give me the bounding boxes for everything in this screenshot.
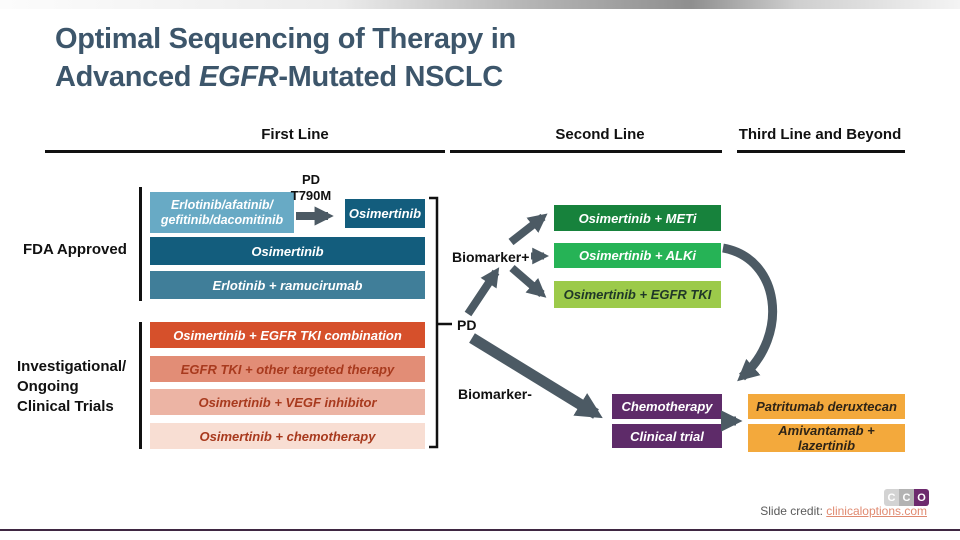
- column-header-third-line: Third Line and Beyond: [738, 126, 902, 143]
- investigational-line2: Ongoing: [17, 378, 79, 395]
- title-line2-suffix: -Mutated NSCLC: [278, 61, 503, 93]
- slide-credit: Slide credit: clinicaloptions.com: [760, 504, 927, 518]
- fda-section-bar: [139, 187, 142, 301]
- logo-letter-c2: C: [899, 489, 914, 506]
- box-osimertinib-after-pd: Osimertinib: [345, 199, 425, 228]
- investigational-line1: Investigational/: [17, 358, 127, 375]
- box-osimertinib: Osimertinib: [150, 237, 425, 265]
- title-line1: Optimal Sequencing of Therapy in: [55, 23, 516, 55]
- box-chemotherapy: Chemotherapy: [612, 394, 722, 419]
- clinicaloptions-link[interactable]: clinicaloptions.com: [826, 504, 927, 518]
- box-clinical-trial: Clinical trial: [612, 424, 722, 448]
- pd-label: PD: [301, 172, 321, 187]
- logo-letter-o: O: [914, 489, 929, 506]
- biomarker-negative-label: Biomarker-: [458, 386, 532, 402]
- box-osimertinib-chemotherapy: Osimertinib + chemotherapy: [150, 423, 425, 449]
- box-patritumab-deruxtecan: Patritumab deruxtecan: [748, 394, 905, 419]
- title-line2-prefix: Advanced: [55, 61, 199, 93]
- t790m-label: T790M: [290, 188, 332, 203]
- first-line-underline: [45, 150, 445, 153]
- arrow-curved-alki-to-third-line: [722, 243, 777, 382]
- box-amivantamab-lazertinib: Amivantamab + lazertinib: [748, 423, 905, 453]
- arrow-to-osimertinib-egfr-tki: [509, 264, 547, 298]
- column-header-second-line: Second Line: [555, 126, 645, 143]
- title-gene-egfr: EGFR: [198, 61, 279, 93]
- box-egfr-tki-other-targeted-therapy: EGFR TKI + other targeted therapy: [150, 356, 425, 382]
- first-line-bracket: [429, 196, 439, 449]
- box-osimertinib-egfr-tki: Osimertinib + EGFR TKI: [554, 281, 721, 308]
- section-label-investigational: Investigational/ Ongoing Clinical Trials: [17, 357, 126, 417]
- top-gradient-bar: [0, 0, 960, 9]
- column-header-first-line: First Line: [261, 126, 329, 143]
- arrow-pd-to-biomarker-negative: [469, 333, 603, 419]
- investigational-line3: Clinical Trials: [17, 398, 114, 415]
- third-line-underline: [737, 150, 905, 153]
- biomarker-positive-label: Biomarker+: [452, 249, 530, 265]
- tki-combo-line1: Erlotinib/afatinib/: [170, 197, 274, 212]
- pd-branch-label: PD: [457, 317, 477, 333]
- box-osimertinib-egfr-tki-combination: Osimertinib + EGFR TKI combination: [150, 322, 425, 348]
- cco-logo: C C O: [884, 489, 929, 506]
- box-erlotinib-afatinib-gefitinib-dacomitinib: Erlotinib/afatinib/ gefitinib/dacomitini…: [150, 192, 294, 233]
- investigational-section-bar: [139, 322, 142, 449]
- box-osimertinib-meti: Osimertinib + METi: [554, 205, 721, 231]
- page-title: Optimal Sequencing of Therapy in Advance…: [55, 20, 516, 96]
- bottom-accent-bar: [0, 529, 960, 531]
- box-erlotinib-ramucirumab: Erlotinib + ramucirumab: [150, 271, 425, 299]
- second-line-underline: [450, 150, 722, 153]
- section-label-fda-approved: FDA Approved: [23, 241, 127, 258]
- slide-credit-label: Slide credit:: [760, 504, 823, 518]
- arrow-pd-to-biomarker-positive: [464, 267, 500, 317]
- pd-t790m-label: PD T790M: [283, 172, 339, 204]
- box-osimertinib-vegf-inhibitor: Osimertinib + VEGF inhibitor: [150, 389, 425, 415]
- arrow-to-osimertinib-meti: [508, 213, 548, 246]
- tki-combo-line2: gefitinib/dacomitinib: [160, 212, 284, 227]
- logo-letter-c1: C: [884, 489, 899, 506]
- box-osimertinib-alki: Osimertinib + ALKi: [554, 243, 721, 268]
